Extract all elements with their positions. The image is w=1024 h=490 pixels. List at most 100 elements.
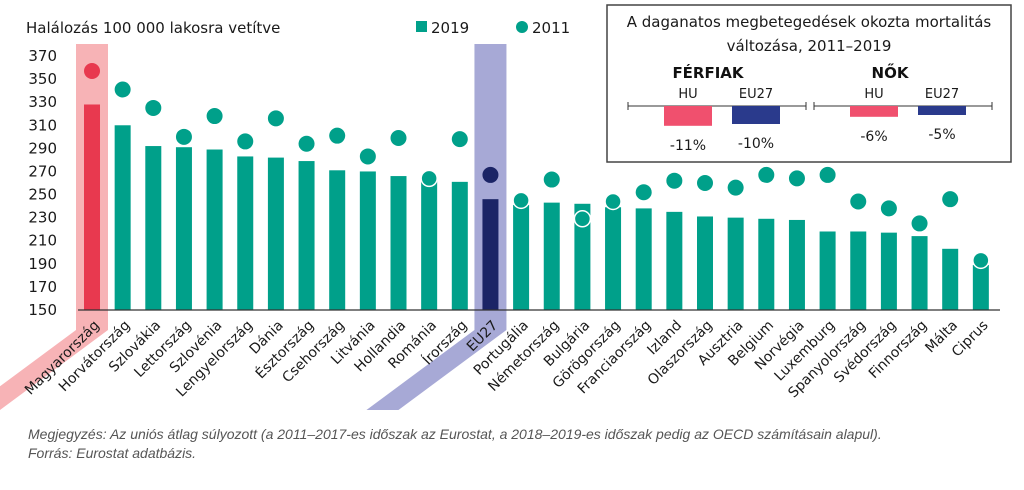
dot-2011: [880, 200, 897, 217]
footnotes: Megjegyzés: Az uniós átlag súlyozott (a …: [28, 425, 1008, 463]
inset-title-line-2: változása, 2011–2019: [727, 37, 892, 55]
inset-box: A daganatos megbetegedések okozta mortal…: [606, 4, 1012, 163]
dot-2011: [573, 210, 592, 228]
inset-group-label: NŐK: [872, 62, 910, 82]
bar-2019: [543, 202, 560, 310]
inset-bar-label: EU27: [925, 87, 959, 102]
bar-2019: [359, 171, 376, 310]
bars-2019: [84, 104, 989, 310]
bar-2019: [788, 219, 805, 310]
bar-2019: [237, 156, 254, 310]
dot-2011: [758, 166, 775, 183]
bar-2019: [206, 149, 223, 310]
y-tick-label: 170: [28, 278, 57, 296]
y-tick-label: 330: [28, 93, 57, 111]
y-tick-label: 210: [28, 232, 57, 250]
bar-2019: [84, 104, 100, 310]
inset-bar-label: EU27: [739, 87, 773, 102]
bar-2019: [175, 147, 192, 310]
bar-2019: [267, 157, 284, 310]
y-tick-label: 250: [28, 186, 57, 204]
dot-2011: [635, 184, 652, 201]
inset-bar: [664, 106, 712, 126]
dot-2011: [697, 175, 713, 191]
inset-bars: FÉRFIAK HU -11% EU27 -10% NŐK HU -6% EU27 -5%: [627, 62, 993, 154]
dot-2011: [329, 127, 346, 144]
y-tick-label: 370: [28, 47, 57, 65]
legend: 2019 2011: [416, 19, 570, 37]
dot-2011: [666, 172, 683, 189]
y-tick-label: 230: [28, 209, 57, 227]
chart: 150 170 190 210 230 250 270 290 310 330 350 370 Hal…: [0, 4, 1012, 410]
dot-2011: [482, 166, 499, 183]
bar-2019: [819, 231, 836, 310]
bar-2019: [605, 207, 622, 310]
bar-2019: [513, 204, 530, 310]
legend-label-2019: 2019: [431, 19, 469, 37]
bar-2019: [635, 208, 652, 310]
dot-2011: [850, 193, 867, 210]
inset-bar-label: HU: [678, 87, 697, 102]
bar-2019: [421, 180, 438, 310]
bar-2019: [390, 176, 407, 310]
y-tick-label: 310: [28, 116, 57, 134]
dots-2011: [84, 63, 990, 270]
bar-2019: [145, 146, 162, 310]
inset-value-label: -6%: [860, 129, 887, 145]
inset-bar-label: HU: [864, 87, 883, 102]
inset-value-label: -11%: [670, 138, 706, 154]
bar-2019: [758, 218, 775, 310]
dot-2011: [911, 215, 928, 232]
dot-2011: [237, 133, 254, 150]
note-text: Megjegyzés: Az uniós átlag súlyozott (a …: [28, 426, 882, 442]
highlight-band-magyarorsz-g: [0, 44, 108, 410]
inset-title-line-1: A daganatos megbetegedések okozta mortal…: [627, 13, 992, 31]
bar-2019: [697, 216, 713, 310]
y-axis: 150 170 190 210 230 250 270 290 310 330 350 370: [28, 47, 57, 319]
source-text: Forrás: Eurostat adatbázis.: [28, 445, 197, 461]
bar-2019: [329, 170, 346, 310]
bar-2019: [574, 203, 591, 310]
bar-2019: [451, 181, 468, 310]
bar-2019: [880, 232, 897, 310]
dot-2011: [390, 129, 407, 146]
highlight-band-eu27: [366, 44, 507, 410]
dot-2011: [145, 99, 162, 116]
inset-group-label: FÉRFIAK: [672, 63, 744, 82]
bar-2019: [850, 231, 867, 310]
inset-bar: [732, 106, 780, 124]
dot-2011: [788, 170, 805, 187]
dot-2011: [604, 192, 622, 211]
inset-bar: [850, 106, 898, 117]
dot-2011: [114, 81, 131, 98]
y-tick-label: 190: [28, 255, 57, 273]
dot-2011: [543, 171, 560, 188]
legend-label-2011: 2011: [532, 19, 570, 37]
dot-2011: [451, 131, 468, 148]
y-tick-label: 290: [28, 139, 57, 157]
y-tick-label: 270: [28, 162, 57, 180]
legend-square-2019: [416, 21, 427, 32]
dot-2011: [942, 191, 959, 208]
bar-2019: [482, 199, 499, 310]
y-tick-label: 350: [28, 70, 57, 88]
dot-2011: [267, 110, 284, 127]
dot-2011: [819, 166, 836, 183]
dot-2011: [512, 191, 530, 210]
dot-2011: [972, 251, 990, 270]
inset-value-label: -10%: [738, 136, 774, 152]
dot-2011: [298, 135, 315, 152]
dot-2011: [727, 179, 744, 196]
dot-2011: [206, 108, 223, 125]
legend-circle-2011: [516, 21, 528, 33]
bar-2019: [911, 236, 928, 310]
dot-2011: [175, 128, 192, 145]
dot-2011: [84, 63, 100, 80]
highlight-bands: [0, 44, 507, 410]
bar-2019: [298, 161, 315, 310]
inset-frame: [606, 4, 1012, 163]
inset-bar: [918, 106, 966, 115]
y-axis-title: Halálozás 100 000 lakosra vetítve: [26, 19, 280, 37]
bar-2019: [727, 217, 744, 310]
bar-2019: [942, 248, 959, 310]
